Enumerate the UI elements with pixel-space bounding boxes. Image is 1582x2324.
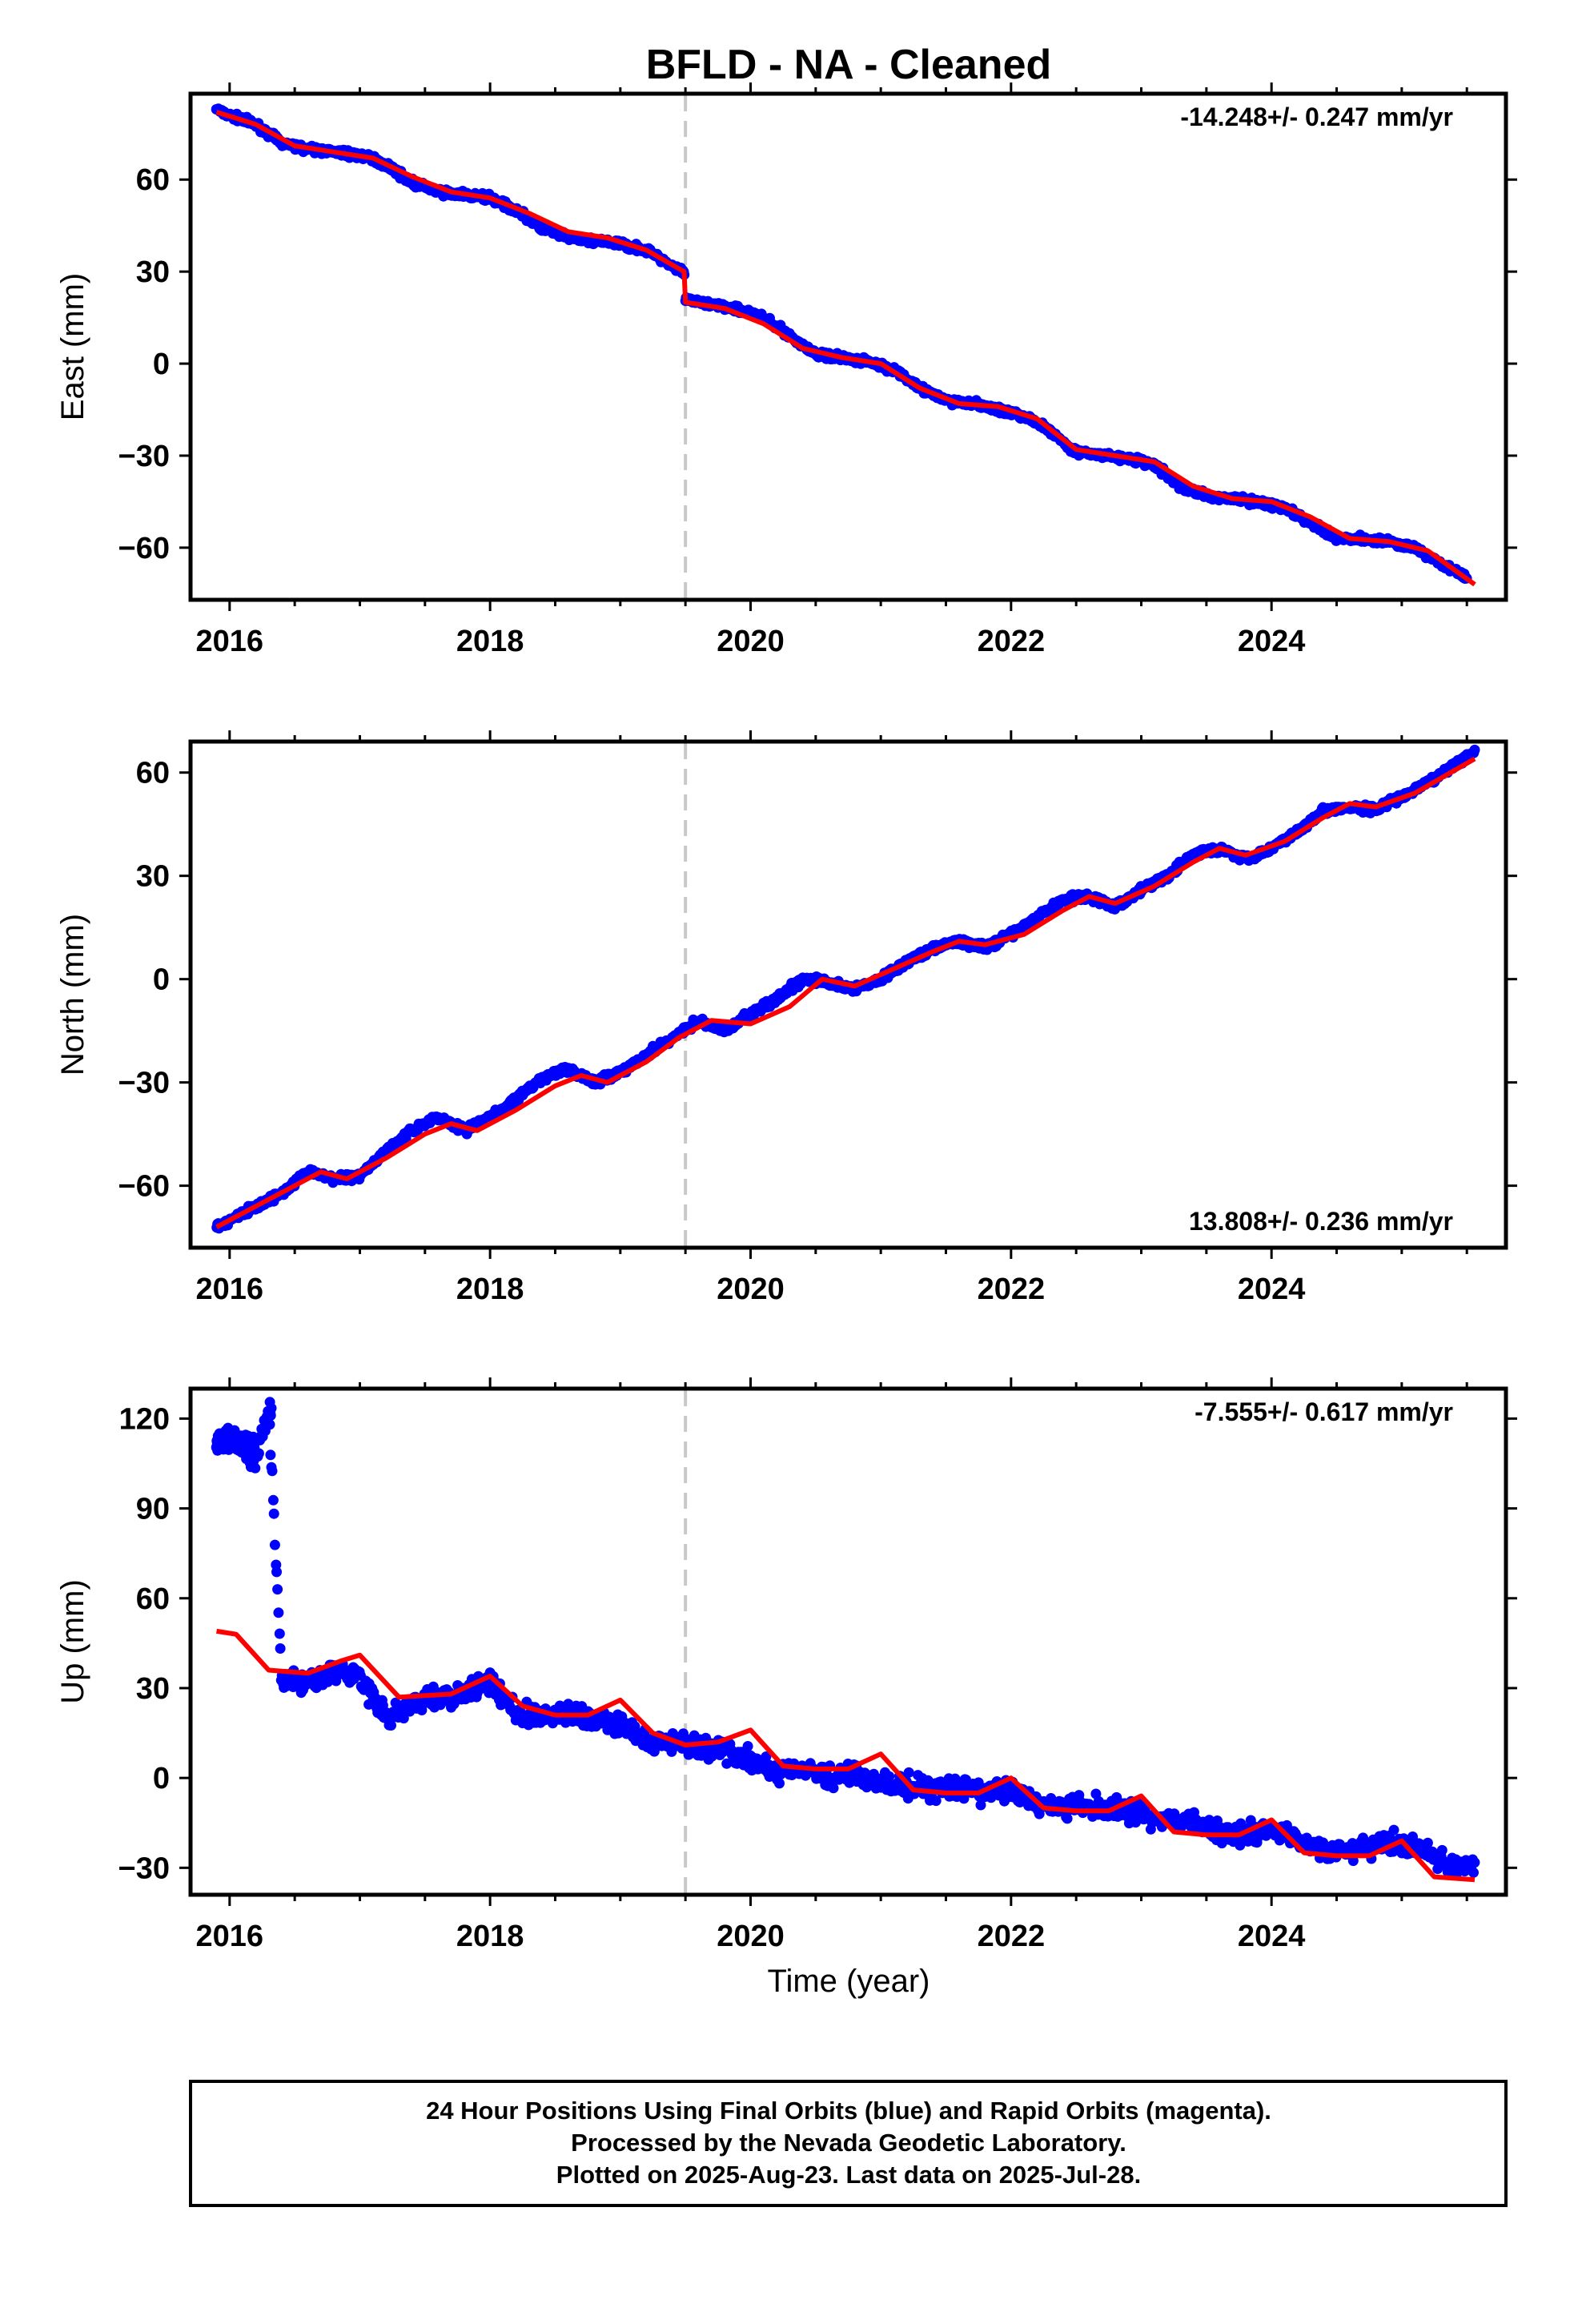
north-y-tick-label: 30	[136, 860, 170, 894]
up-data-point	[265, 1449, 276, 1461]
footer-line-2: Processed by the Nevada Geodetic Laborat…	[571, 2129, 1126, 2157]
east-x-tick-label: 2022	[978, 625, 1046, 658]
east-x-tick-label: 2016	[196, 625, 264, 658]
east-x-tick-label: 2024	[1238, 625, 1306, 658]
east-y-axis-label: East (mm)	[55, 273, 90, 420]
north-x-tick-label: 2018	[456, 1273, 524, 1306]
north-frame	[188, 739, 1508, 1250]
east-observations	[211, 103, 1472, 584]
up-y-tick-label: 90	[136, 1493, 170, 1526]
up-data-point	[272, 1584, 283, 1595]
up-x-tick-label: 2016	[196, 1920, 264, 1953]
north-data-point	[1469, 744, 1480, 755]
up-data-point	[232, 1435, 243, 1446]
footer-line-3: Plotted on 2025-Aug-23. Last data on 202…	[556, 2161, 1141, 2189]
up-data-point	[742, 1741, 753, 1751]
east-panel: 2016 2018 2020 2022 2024 60 30 0 −30 −60 East (mm)…	[55, 82, 1517, 658]
east-frame	[188, 91, 1508, 602]
x-axis-label: Time (year)	[768, 1964, 930, 1999]
up-data-point	[1062, 1813, 1073, 1824]
up-data-point	[828, 1783, 839, 1794]
east-y-tick-label: 60	[136, 163, 170, 197]
east-x-tick-label: 2020	[717, 625, 785, 658]
north-y-tick-label: −60	[118, 1170, 170, 1204]
up-data-point	[269, 1539, 280, 1550]
figure-title: BFLD - NA - Cleaned	[646, 42, 1052, 88]
east-y-tick-label: −30	[118, 440, 170, 473]
up-data-point	[323, 1676, 333, 1687]
up-data-point	[274, 1628, 285, 1639]
up-data-point	[264, 1405, 275, 1417]
east-rate-label: -14.248+/- 0.247 mm/yr	[1180, 103, 1453, 131]
up-observations	[211, 1397, 1480, 1878]
up-y-tick-label: 60	[136, 1582, 170, 1616]
up-data-point	[275, 1643, 286, 1654]
up-data-point	[930, 1795, 942, 1807]
east-model-line	[215, 110, 1476, 587]
up-data-point	[273, 1607, 284, 1618]
up-data-point	[721, 1758, 733, 1769]
north-panel: 2016 2018 2020 2022 2024 60 30 0 −30 −60 North (mm…	[55, 730, 1517, 1306]
east-y-tick-label: 0	[153, 348, 170, 381]
north-x-tick-label: 2024	[1238, 1273, 1306, 1306]
up-data-point	[1469, 1857, 1480, 1868]
up-data-point	[761, 1751, 772, 1762]
up-model-line	[216, 1628, 1476, 1883]
north-observations	[211, 744, 1480, 1234]
footer-box	[189, 2080, 1508, 2207]
up-data-point	[264, 1419, 275, 1430]
up-data-point	[1422, 1837, 1433, 1848]
north-y-tick-label: −30	[118, 1067, 170, 1100]
east-y-tick-label: −60	[118, 532, 170, 565]
up-data-point	[975, 1799, 986, 1811]
up-data-point	[884, 1771, 895, 1782]
up-y-tick-label: 120	[119, 1402, 170, 1436]
up-data-point	[1436, 1844, 1447, 1856]
north-x-tick-label: 2022	[978, 1273, 1046, 1306]
north-y-axis-label: North (mm)	[55, 914, 90, 1076]
up-y-axis-label: Up (mm)	[55, 1579, 90, 1704]
up-y-tick-label: 30	[136, 1672, 170, 1706]
north-x-tick-label: 2020	[717, 1273, 785, 1306]
up-data-point	[774, 1778, 785, 1789]
up-data-point	[267, 1494, 279, 1506]
up-data-point	[1468, 1867, 1479, 1878]
north-y-tick-label: 0	[153, 963, 170, 997]
up-panel: 2016 2018 2020 2022 2024 120 90 60 30 0 −30 Up (mm)…	[55, 1377, 1517, 1953]
up-x-tick-label: 2020	[717, 1920, 785, 1953]
up-data-point	[250, 1462, 261, 1474]
footer-line-1: 24 Hour Positions Using Final Orbits (bl…	[426, 2097, 1271, 2125]
up-data-point	[903, 1767, 914, 1778]
east-y-tick-label: 30	[136, 255, 170, 289]
north-x-tick-label: 2016	[196, 1273, 264, 1306]
north-rate-label: 13.808+/- 0.236 mm/yr	[1189, 1207, 1453, 1236]
up-data-point	[1388, 1824, 1399, 1835]
up-x-tick-label: 2018	[456, 1920, 524, 1953]
east-x-tick-label: 2018	[456, 625, 524, 658]
up-data-point	[212, 1430, 223, 1441]
up-data-point	[271, 1566, 282, 1578]
up-y-tick-label: −30	[118, 1852, 170, 1885]
up-data-point	[268, 1508, 279, 1519]
up-x-tick-label: 2024	[1238, 1920, 1306, 1953]
north-model-line	[215, 756, 1476, 1229]
up-rate-label: -7.555+/- 0.617 mm/yr	[1195, 1397, 1453, 1426]
up-y-tick-label: 0	[153, 1762, 170, 1795]
up-frame	[188, 1386, 1508, 1897]
up-data-point	[267, 1466, 278, 1477]
up-x-tick-label: 2022	[978, 1920, 1046, 1953]
north-y-tick-label: 60	[136, 757, 170, 790]
up-data-point	[213, 1439, 224, 1450]
up-data-point	[1203, 1815, 1215, 1826]
